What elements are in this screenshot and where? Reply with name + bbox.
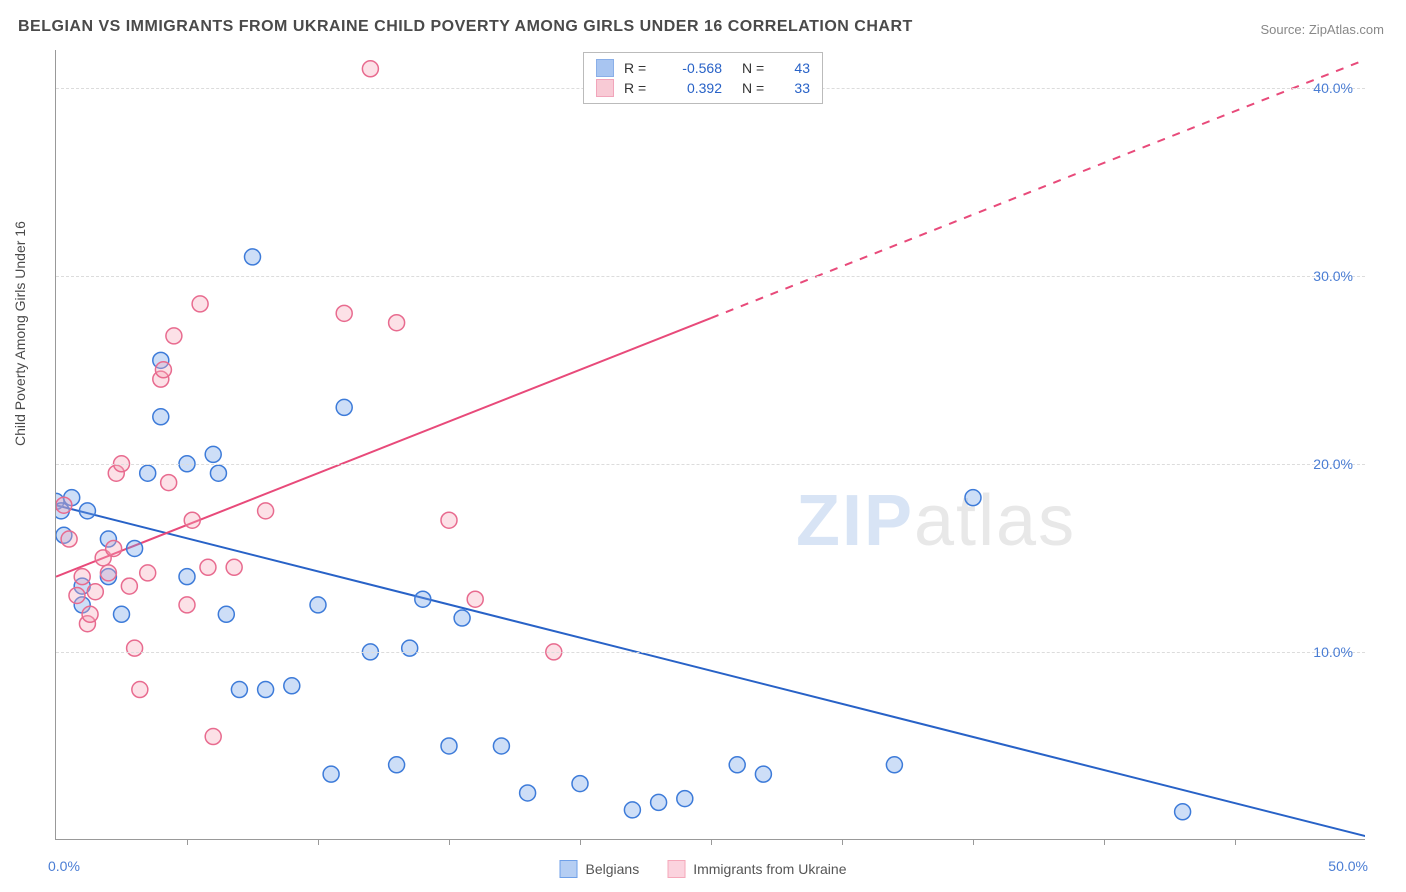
- x-tick-mark: [449, 839, 450, 845]
- x-axis-max-label: 50.0%: [1328, 858, 1368, 874]
- series-legend-item: Immigrants from Ukraine: [667, 860, 846, 878]
- legend-swatch: [596, 79, 614, 97]
- legend-swatch: [667, 860, 685, 878]
- source-label: Source:: [1260, 22, 1308, 37]
- n-label: N =: [742, 80, 770, 96]
- x-tick-mark: [318, 839, 319, 845]
- y-tick-label: 40.0%: [1313, 80, 1353, 96]
- series-legend-item: Belgians: [560, 860, 640, 878]
- r-value: -0.568: [662, 60, 722, 76]
- x-tick-mark: [711, 839, 712, 845]
- gridline: [56, 652, 1365, 653]
- gridline: [56, 276, 1365, 277]
- chart-title: BELGIAN VS IMMIGRANTS FROM UKRAINE CHILD…: [18, 18, 913, 36]
- correlation-row: R = -0.568 N = 43: [596, 59, 810, 77]
- n-label: N =: [742, 60, 770, 76]
- legend-swatch: [560, 860, 578, 878]
- r-label: R =: [624, 80, 652, 96]
- source-value: ZipAtlas.com: [1309, 22, 1384, 37]
- correlation-row: R = 0.392 N = 33: [596, 79, 810, 97]
- y-tick-label: 10.0%: [1313, 644, 1353, 660]
- x-tick-mark: [1104, 839, 1105, 845]
- plot-area: ZIPatlas 10.0%20.0%30.0%40.0%: [55, 50, 1365, 840]
- legend-label: Immigrants from Ukraine: [693, 861, 846, 877]
- x-axis-min-label: 0.0%: [48, 858, 80, 874]
- x-tick-mark: [973, 839, 974, 845]
- legend-label: Belgians: [586, 861, 640, 877]
- y-tick-label: 20.0%: [1313, 456, 1353, 472]
- x-tick-mark: [1235, 839, 1236, 845]
- legend-swatch: [596, 59, 614, 77]
- source-attribution: Source: ZipAtlas.com: [1260, 22, 1384, 37]
- r-label: R =: [624, 60, 652, 76]
- series-legend: Belgians Immigrants from Ukraine: [560, 860, 847, 878]
- x-tick-mark: [842, 839, 843, 845]
- gridline: [56, 464, 1365, 465]
- correlation-legend: R = -0.568 N = 43 R = 0.392 N = 33: [583, 52, 823, 104]
- n-value: 33: [780, 80, 810, 96]
- y-tick-label: 30.0%: [1313, 268, 1353, 284]
- x-tick-mark: [187, 839, 188, 845]
- x-tick-mark: [580, 839, 581, 845]
- r-value: 0.392: [662, 80, 722, 96]
- n-value: 43: [780, 60, 810, 76]
- y-axis-label: Child Poverty Among Girls Under 16: [12, 221, 28, 446]
- chart-svg: [56, 50, 1365, 839]
